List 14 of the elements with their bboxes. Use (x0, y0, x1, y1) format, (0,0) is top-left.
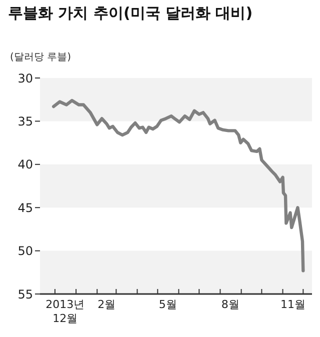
y-tick-label: 35 (18, 114, 33, 128)
y-tick-label: 45 (18, 200, 33, 215)
x-tick-label: 2월 (98, 298, 116, 311)
chart-title: 루블화 가치 추이(미국 달러화 대비) (8, 4, 253, 23)
y-tick-label: 30 (18, 71, 33, 86)
x-tick-label: 2013년 12월 (46, 298, 85, 325)
x-tick-label: 5월 (158, 298, 177, 311)
y-tick-label: 50 (18, 244, 33, 258)
line-series (52, 98, 305, 272)
x-tick-label: 8월 (221, 298, 240, 311)
y-axis-title: (달러당 루블) (10, 51, 71, 64)
x-tick-label: 11월 (280, 298, 306, 311)
y-tick-label: 40 (18, 158, 33, 172)
y-tick-label: 55 (18, 287, 33, 302)
